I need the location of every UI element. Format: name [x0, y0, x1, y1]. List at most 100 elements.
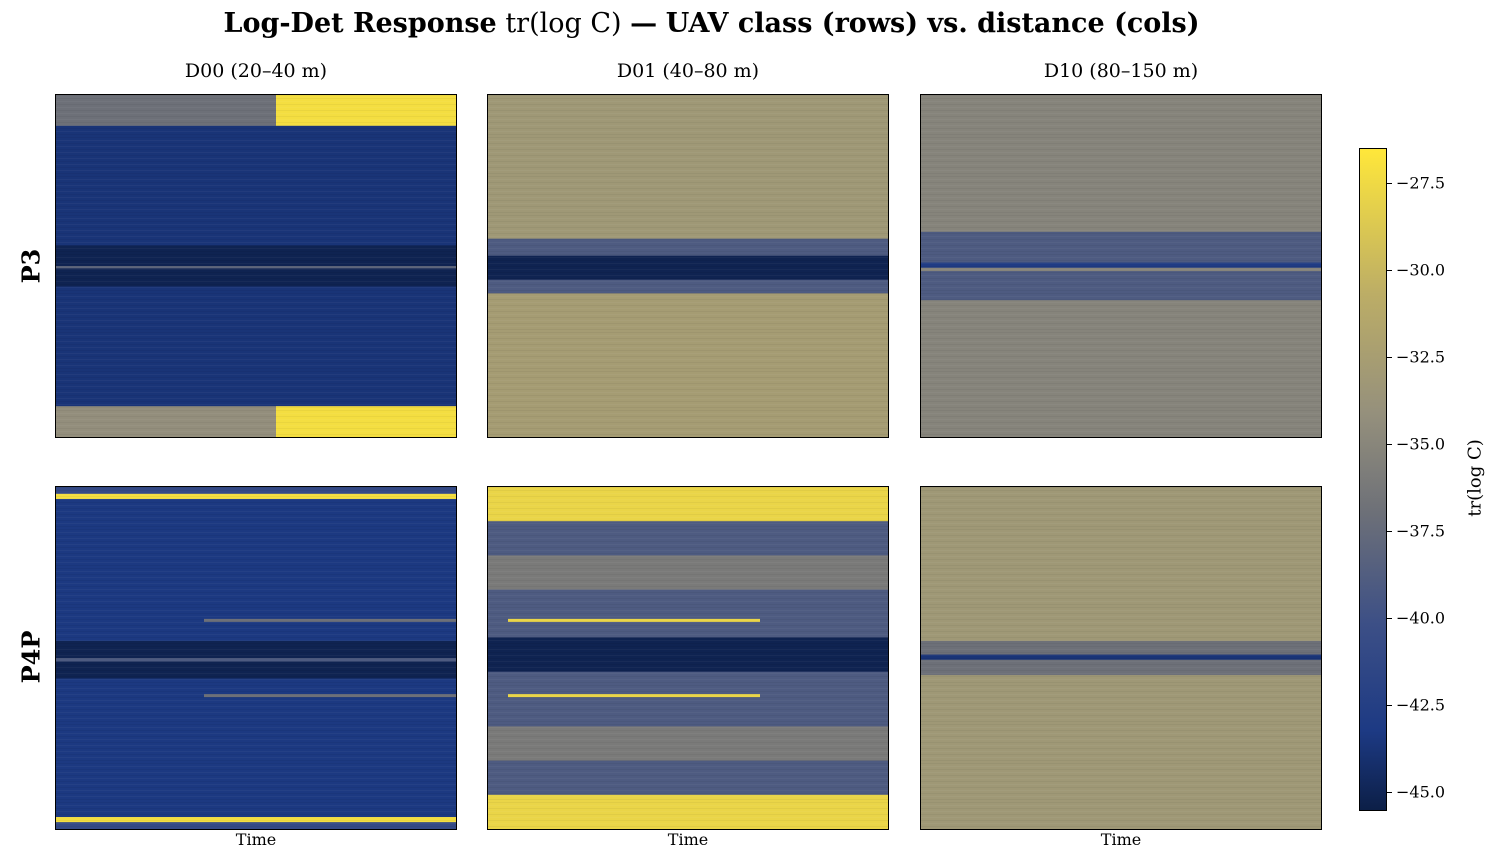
heatmap-texture — [56, 775, 456, 776]
heatmap-texture — [921, 239, 1321, 240]
heatmap-texture — [56, 514, 456, 515]
heatmap-texture — [921, 532, 1321, 533]
heatmap-texture — [488, 580, 888, 581]
heatmap-texture — [921, 493, 1321, 494]
heatmap-texture — [488, 772, 888, 773]
heatmap-texture — [56, 128, 456, 129]
heatmap-texture — [921, 191, 1321, 192]
heatmap-texture — [921, 784, 1321, 785]
heatmap-texture — [921, 371, 1321, 372]
heatmap-texture — [56, 413, 456, 414]
heatmap-texture — [921, 107, 1321, 108]
heatmap-texture — [921, 200, 1321, 201]
heatmap-texture — [488, 131, 888, 132]
heatmap-texture — [921, 808, 1321, 809]
heatmap-band — [488, 555, 888, 591]
heatmap-band — [488, 521, 888, 556]
heatmap-texture — [56, 332, 456, 333]
heatmap-texture — [56, 113, 456, 114]
heatmap-texture — [921, 490, 1321, 491]
heatmap-band — [488, 279, 888, 294]
heatmap-texture — [921, 101, 1321, 102]
heatmap-texture — [56, 104, 456, 105]
heatmap-texture — [56, 293, 456, 294]
heatmap-texture — [921, 583, 1321, 584]
heatmap-band — [56, 822, 456, 829]
heatmap-texture — [488, 137, 888, 138]
title-part-2: UAV class (rows) vs. distance (cols) — [665, 8, 1200, 39]
heatmap-texture — [56, 733, 456, 734]
heatmap-texture — [921, 688, 1321, 689]
heatmap-texture — [56, 628, 456, 629]
heatmap-texture — [921, 685, 1321, 686]
heatmap-texture — [488, 212, 888, 213]
heatmap-texture — [921, 248, 1321, 249]
heatmap-texture — [921, 158, 1321, 159]
heatmap-texture — [921, 550, 1321, 551]
heatmap-texture — [488, 805, 888, 806]
heatmap-texture — [488, 514, 888, 515]
heatmap-texture — [56, 431, 456, 432]
heatmap-texture — [921, 143, 1321, 144]
heatmap-texture — [488, 601, 888, 602]
heatmap-texture — [56, 269, 456, 270]
heatmap-texture — [56, 769, 456, 770]
heatmap-texture — [921, 694, 1321, 695]
heatmap-texture — [56, 724, 456, 725]
heatmap-texture — [56, 589, 456, 590]
heatmap-texture — [921, 748, 1321, 749]
heatmap-texture — [488, 404, 888, 405]
heatmap-texture — [56, 95, 456, 96]
heatmap-texture — [488, 568, 888, 569]
heatmap-texture — [488, 116, 888, 117]
heatmap-texture — [921, 218, 1321, 219]
heatmap-texture — [921, 691, 1321, 692]
heatmap-texture — [56, 748, 456, 749]
heatmap-texture — [56, 496, 456, 497]
heatmap-texture — [488, 745, 888, 746]
colorbar-tick — [1386, 356, 1392, 358]
heatmap-texture — [921, 359, 1321, 360]
colorbar-tick-label: −30.0 — [1396, 260, 1446, 280]
heatmap-texture — [921, 499, 1321, 500]
heatmap-texture — [56, 793, 456, 794]
heatmap-texture — [488, 374, 888, 375]
heatmap-band — [488, 95, 888, 240]
heatmap-texture — [488, 305, 888, 306]
heatmap-texture — [56, 667, 456, 668]
heatmap-texture — [921, 125, 1321, 126]
heatmap-texture — [488, 649, 888, 650]
heatmap-texture — [56, 242, 456, 243]
heatmap-texture — [921, 137, 1321, 138]
heatmap-texture — [56, 386, 456, 387]
heatmap-texture — [488, 167, 888, 168]
heatmap-texture — [56, 272, 456, 273]
heatmap-texture — [56, 622, 456, 623]
heatmap-texture — [488, 236, 888, 237]
heatmap-texture — [921, 179, 1321, 180]
heatmap-texture — [56, 176, 456, 177]
heatmap-texture — [921, 317, 1321, 318]
heatmap-texture — [56, 188, 456, 189]
heatmap-texture — [921, 212, 1321, 213]
heatmap-band — [921, 231, 1321, 264]
heatmap-texture — [488, 428, 888, 429]
heatmap-texture — [56, 377, 456, 378]
heatmap-texture — [921, 410, 1321, 411]
heatmap-texture — [921, 634, 1321, 635]
heatmap-texture — [488, 290, 888, 291]
heatmap-band — [56, 268, 456, 288]
heatmap-texture — [921, 505, 1321, 506]
heatmap-texture — [921, 146, 1321, 147]
heatmap-texture — [56, 278, 456, 279]
heatmap-band — [56, 658, 456, 662]
heatmap-texture — [921, 224, 1321, 225]
heatmap-texture — [56, 601, 456, 602]
heatmap-texture — [921, 736, 1321, 737]
heatmap-texture — [56, 736, 456, 737]
heatmap-texture — [488, 673, 888, 674]
heatmap-texture — [921, 374, 1321, 375]
heatmap-texture — [56, 502, 456, 503]
heatmap-texture — [56, 532, 456, 533]
heatmap-texture — [56, 224, 456, 225]
